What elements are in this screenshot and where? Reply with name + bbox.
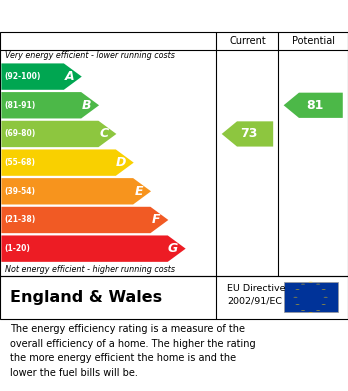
- Text: (39-54): (39-54): [4, 187, 35, 196]
- Text: C: C: [99, 127, 109, 140]
- Polygon shape: [284, 93, 343, 118]
- Polygon shape: [222, 121, 273, 147]
- Polygon shape: [1, 63, 82, 90]
- Text: (81-91): (81-91): [4, 101, 35, 110]
- Polygon shape: [1, 207, 168, 233]
- Polygon shape: [1, 235, 185, 262]
- Text: (69-80): (69-80): [4, 129, 35, 138]
- Polygon shape: [1, 92, 99, 118]
- Text: Current: Current: [229, 36, 266, 46]
- Bar: [284, 282, 338, 312]
- Text: (1-20): (1-20): [4, 244, 30, 253]
- Polygon shape: [1, 121, 116, 147]
- Polygon shape: [1, 178, 151, 204]
- Text: 81: 81: [306, 99, 323, 112]
- Text: Not energy efficient - higher running costs: Not energy efficient - higher running co…: [5, 265, 175, 274]
- Text: G: G: [168, 242, 178, 255]
- Circle shape: [324, 297, 328, 298]
- Text: A: A: [64, 70, 74, 83]
- Text: Energy Efficiency Rating: Energy Efficiency Rating: [10, 9, 213, 23]
- Text: (55-68): (55-68): [4, 158, 35, 167]
- Text: B: B: [82, 99, 91, 112]
- Text: D: D: [116, 156, 126, 169]
- Text: Very energy efficient - lower running costs: Very energy efficient - lower running co…: [5, 52, 175, 61]
- Text: 73: 73: [240, 127, 258, 140]
- Text: Potential: Potential: [292, 36, 335, 46]
- Circle shape: [322, 289, 326, 290]
- Text: EU Directive
2002/91/EC: EU Directive 2002/91/EC: [227, 284, 285, 306]
- Circle shape: [293, 297, 298, 298]
- Text: E: E: [134, 185, 143, 198]
- Text: The energy efficiency rating is a measure of the
overall efficiency of a home. T: The energy efficiency rating is a measur…: [10, 325, 256, 378]
- Text: (21-38): (21-38): [4, 215, 35, 224]
- Text: England & Wales: England & Wales: [10, 290, 163, 305]
- Text: F: F: [152, 213, 160, 226]
- Polygon shape: [1, 149, 134, 176]
- Circle shape: [295, 289, 300, 290]
- Text: (92-100): (92-100): [4, 72, 41, 81]
